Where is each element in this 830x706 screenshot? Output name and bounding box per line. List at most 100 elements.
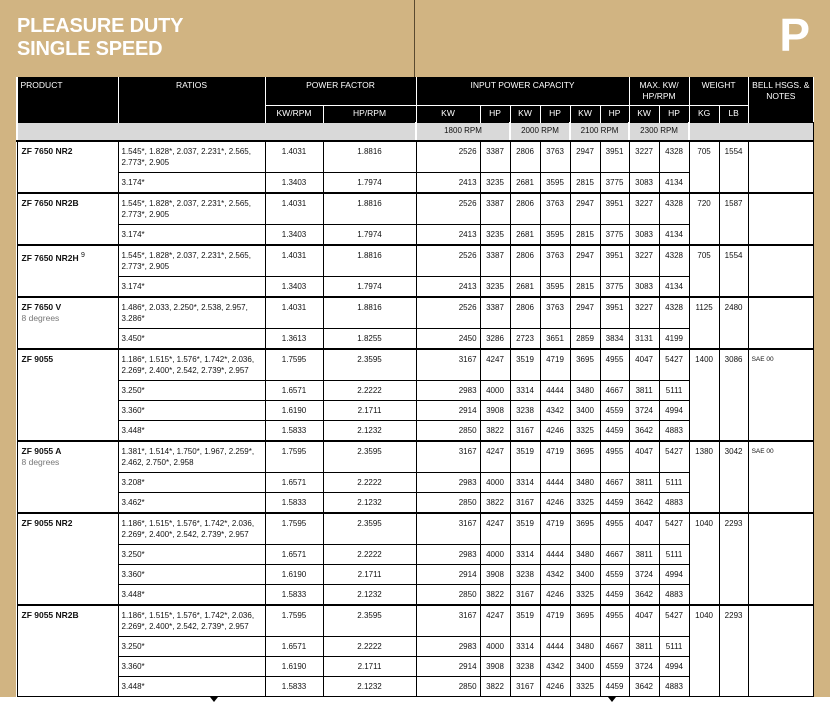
capacity-cell: 3908 xyxy=(479,564,511,585)
hp-rpm-cell: 2.3595 xyxy=(322,604,417,637)
kw-rpm-cell: 1.6190 xyxy=(264,656,324,677)
capacity-cell: 3595 xyxy=(539,224,571,246)
kw-rpm-cell: 1.4031 xyxy=(264,296,324,329)
capacity-cell: 3480 xyxy=(569,380,601,401)
capacity-cell: 4955 xyxy=(599,348,630,381)
capacity-cell: 5427 xyxy=(658,440,690,473)
weight-lb-cell: 1554 xyxy=(718,244,749,298)
hp-rpm-cell: 2.3595 xyxy=(322,440,417,473)
hp-rpm-cell: 2.1232 xyxy=(322,420,417,442)
capacity-cell: 4246 xyxy=(539,584,571,606)
table-row: ZF 7650 NR2B 1.545*, 1.828*, 2.037, 2.231… xyxy=(16,192,814,246)
capacity-cell: 3595 xyxy=(539,276,571,298)
capacity-cell: 3083 xyxy=(628,224,660,246)
capacity-cell: 3695 xyxy=(569,440,601,473)
bell-notes-cell xyxy=(747,512,814,606)
capacity-cell: 3695 xyxy=(569,604,601,637)
continue-arrow-icon xyxy=(210,697,218,702)
kw-rpm-cell: 1.3613 xyxy=(264,328,324,350)
capacity-cell: 3314 xyxy=(509,544,541,565)
table-row: 3.360* 1.6190 2.1711 2914 3908 3238 4342 3400 45… xyxy=(17,656,813,677)
capacity-cell: 2947 xyxy=(569,296,601,329)
ratios-cell: 1.486*, 2.033, 2.250*, 2.538, 2.957, 3.2… xyxy=(117,296,266,329)
capacity-cell: 3642 xyxy=(628,420,660,442)
weight-kg-cell: 705 xyxy=(688,140,720,194)
kw-rpm-cell: 1.7595 xyxy=(264,604,324,637)
capacity-cell: 3286 xyxy=(479,328,511,350)
capacity-cell: 4000 xyxy=(479,636,511,657)
rpm-label: 2300 RPM xyxy=(628,122,690,142)
capacity-cell: 5111 xyxy=(658,544,690,565)
capacity-cell: 3387 xyxy=(479,296,511,329)
capacity-cell: 3167 xyxy=(509,584,541,606)
hp-rpm-cell: 2.2222 xyxy=(322,380,417,401)
capacity-cell: 3131 xyxy=(628,328,660,350)
capacity-cell: 4444 xyxy=(539,472,571,493)
capacity-cell: 4000 xyxy=(479,544,511,565)
table-row: 3.360* 1.6190 2.1711 2914 3908 3238 4342 3400 45… xyxy=(17,564,813,585)
capacity-cell: 2947 xyxy=(569,192,601,225)
capacity-cell: 4328 xyxy=(658,192,690,225)
product-name-text: ZF 9055 NR2 xyxy=(21,518,73,528)
capacity-cell: 2983 xyxy=(415,636,481,657)
ratios-cell: 3.448* xyxy=(117,584,266,606)
product-subtitle: 8 degrees xyxy=(21,457,60,467)
hp-rpm-cell: 1.8816 xyxy=(322,296,417,329)
kw-rpm-cell: 1.3403 xyxy=(264,276,324,298)
capacity-cell: 4719 xyxy=(539,440,571,473)
hp-rpm-cell: 2.2222 xyxy=(322,636,417,657)
kw-rpm-cell: 1.7595 xyxy=(264,440,324,473)
capacity-cell: 4667 xyxy=(599,472,630,493)
capacity-cell: 3167 xyxy=(509,492,541,514)
ratios-cell: 1.545*, 1.828*, 2.037, 2.231*, 2.565, 2.… xyxy=(117,140,266,173)
capacity-cell: 4994 xyxy=(658,656,690,677)
header-bell-notes: BELL HSGS. & NOTES xyxy=(747,77,814,123)
bell-notes-cell xyxy=(747,604,814,697)
capacity-cell: 5427 xyxy=(658,348,690,381)
hp-rpm-cell: 2.1232 xyxy=(322,676,417,697)
ratios-cell: 3.250* xyxy=(117,544,266,565)
ratios-cell: 1.186*, 1.515*, 1.576*, 1.742*, 2.036, 2… xyxy=(117,512,266,545)
capacity-cell: 2806 xyxy=(509,296,541,329)
ratios-cell: 3.174* xyxy=(117,276,266,298)
ratios-cell: 3.360* xyxy=(117,400,266,421)
capacity-cell: 4047 xyxy=(628,512,660,545)
page-gutter-divider xyxy=(414,0,415,77)
capacity-cell: 3951 xyxy=(599,140,630,173)
capacity-cell: 4459 xyxy=(599,492,630,514)
product-subtitle: 8 degrees xyxy=(21,313,60,323)
capacity-cell: 3695 xyxy=(569,348,601,381)
weight-kg-cell: 720 xyxy=(688,192,720,246)
capacity-cell: 3811 xyxy=(628,380,660,401)
capacity-cell: 4328 xyxy=(658,244,690,277)
rpm-label: 2000 RPM xyxy=(509,122,571,142)
weight-lb-cell: 2293 xyxy=(718,512,749,606)
capacity-cell: 4047 xyxy=(628,348,660,381)
capacity-cell: 5111 xyxy=(658,380,690,401)
capacity-cell: 3083 xyxy=(628,276,660,298)
capacity-cell: 3724 xyxy=(628,400,660,421)
capacity-cell: 4246 xyxy=(539,676,571,697)
capacity-cell: 4047 xyxy=(628,440,660,473)
capacity-cell: 3775 xyxy=(599,276,630,298)
weight-lb-cell: 1554 xyxy=(718,140,749,194)
header-sub-hp: HP xyxy=(658,105,690,123)
capacity-cell: 3822 xyxy=(479,492,511,514)
kw-rpm-cell: 1.5833 xyxy=(264,676,324,697)
ratios-cell: 3.360* xyxy=(117,564,266,585)
header-sub-kw: KW xyxy=(569,105,601,123)
kw-rpm-cell: 1.4031 xyxy=(264,244,324,277)
hp-rpm-cell: 1.7974 xyxy=(322,224,417,246)
hp-rpm-cell: 1.8816 xyxy=(322,192,417,225)
capacity-cell: 4719 xyxy=(539,512,571,545)
capacity-cell: 4444 xyxy=(539,636,571,657)
capacity-cell: 4342 xyxy=(539,656,571,677)
capacity-cell: 4719 xyxy=(539,604,571,637)
bell-notes-cell: SAE 00 xyxy=(747,440,814,514)
ratios-cell: 3.250* xyxy=(117,636,266,657)
capacity-cell: 4247 xyxy=(479,604,511,637)
capacity-cell: 3325 xyxy=(569,492,601,514)
hp-rpm-cell: 2.3595 xyxy=(322,348,417,381)
ratios-cell: 3.174* xyxy=(117,224,266,246)
product-name-text: ZF 9055 xyxy=(21,354,54,364)
